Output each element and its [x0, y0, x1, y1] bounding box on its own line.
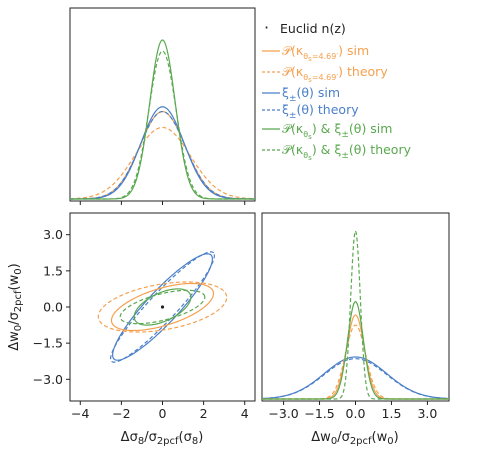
bottom-right-panel-frame	[261, 212, 450, 402]
contour-ellipse-5	[133, 288, 192, 326]
contour-ellipses	[97, 251, 228, 363]
contour-ellipse-1	[112, 253, 213, 361]
contour-ytick-label-3: 0.0	[43, 300, 63, 315]
legend-blue-theory-label: ξ±(θ) theory	[282, 102, 359, 121]
legend: · Euclid n(z) 𝒫(κθs=4.69′) sim 𝒫(κθs=4.6…	[262, 18, 412, 162]
contour-xtick-label-4: 2	[200, 406, 208, 421]
top-left-curve-2	[69, 126, 256, 200]
top-left-curve-4	[70, 110, 255, 200]
contour-xtick-label-2: −2	[112, 406, 130, 421]
contour-xtick-label-3: 0	[159, 406, 167, 421]
bottom-right-curve-5	[262, 300, 449, 400]
contour-ellipse-4	[97, 281, 228, 333]
right-x-axis-label: Δw0/σ2pcf(w0)	[311, 430, 398, 447]
legend-green-theory-label: 𝒫(κθs) & ξ±(θ) theory	[282, 142, 412, 162]
contour-ellipse-2	[110, 251, 215, 363]
legend-green-sim-label: 𝒫(κθs) & ξ±(θ) sim	[282, 121, 392, 141]
bottom-right-curves	[261, 229, 450, 400]
top-left-curve-1	[70, 110, 255, 200]
right-xtick-label-3: 0.0	[346, 406, 366, 421]
fiducial-point	[160, 305, 165, 309]
contour-x-axis-label: Δσ8/σ2pcf(σ8)	[121, 430, 204, 447]
legend-euclid-label: Euclid n(z)	[280, 21, 346, 36]
legend-orange-sim-label: 𝒫(κθs=4.69′) sim	[282, 43, 369, 63]
legend-blue-sim-label: ξ±(θ) sim	[282, 85, 340, 104]
right-xtick-label-4: 1.5	[382, 406, 402, 421]
contour-ytick-label-1: 3.0	[43, 227, 63, 242]
top-left-curves	[69, 39, 256, 200]
top-left-panel-frame	[69, 7, 256, 202]
bottom-right-curve-1	[261, 356, 450, 400]
top-left-curve-3	[70, 106, 255, 200]
axis-ticks: −4 −2 0 2 4 −3.0 −1.5 0.0 1.5 3.0 3.0 1.5 0.0 −1.5 −3.…	[33, 201, 437, 421]
legend-orange-theory-label: 𝒫(κθs=4.69′) theory	[282, 64, 388, 84]
contour-ytick-label-2: 1.5	[43, 263, 63, 278]
contour-xtick-label-5: 4	[241, 406, 249, 421]
contour-ytick-label-5: −3.0	[33, 372, 63, 387]
contour-xtick-label-1: −4	[71, 406, 89, 421]
contour-ellipse-6	[119, 289, 206, 325]
right-xtick-label-2: −1.5	[304, 406, 334, 421]
right-xtick-label-1: −3.0	[268, 406, 298, 421]
bottom-right-curve-6	[262, 229, 449, 400]
contour-ytick-label-4: −1.5	[33, 336, 63, 351]
legend-euclid-point: ·	[264, 18, 269, 37]
contour-ellipse-3	[110, 282, 215, 332]
top-left-curve-6	[70, 50, 255, 200]
bottom-right-curve-2	[261, 358, 450, 400]
top-left-curve-5	[70, 39, 255, 200]
right-xtick-label-5: 3.0	[417, 406, 437, 421]
bottom-right-curve-4	[262, 324, 449, 400]
contour-y-axis-label: Δw0/σ2pcf(w0)	[7, 263, 24, 350]
